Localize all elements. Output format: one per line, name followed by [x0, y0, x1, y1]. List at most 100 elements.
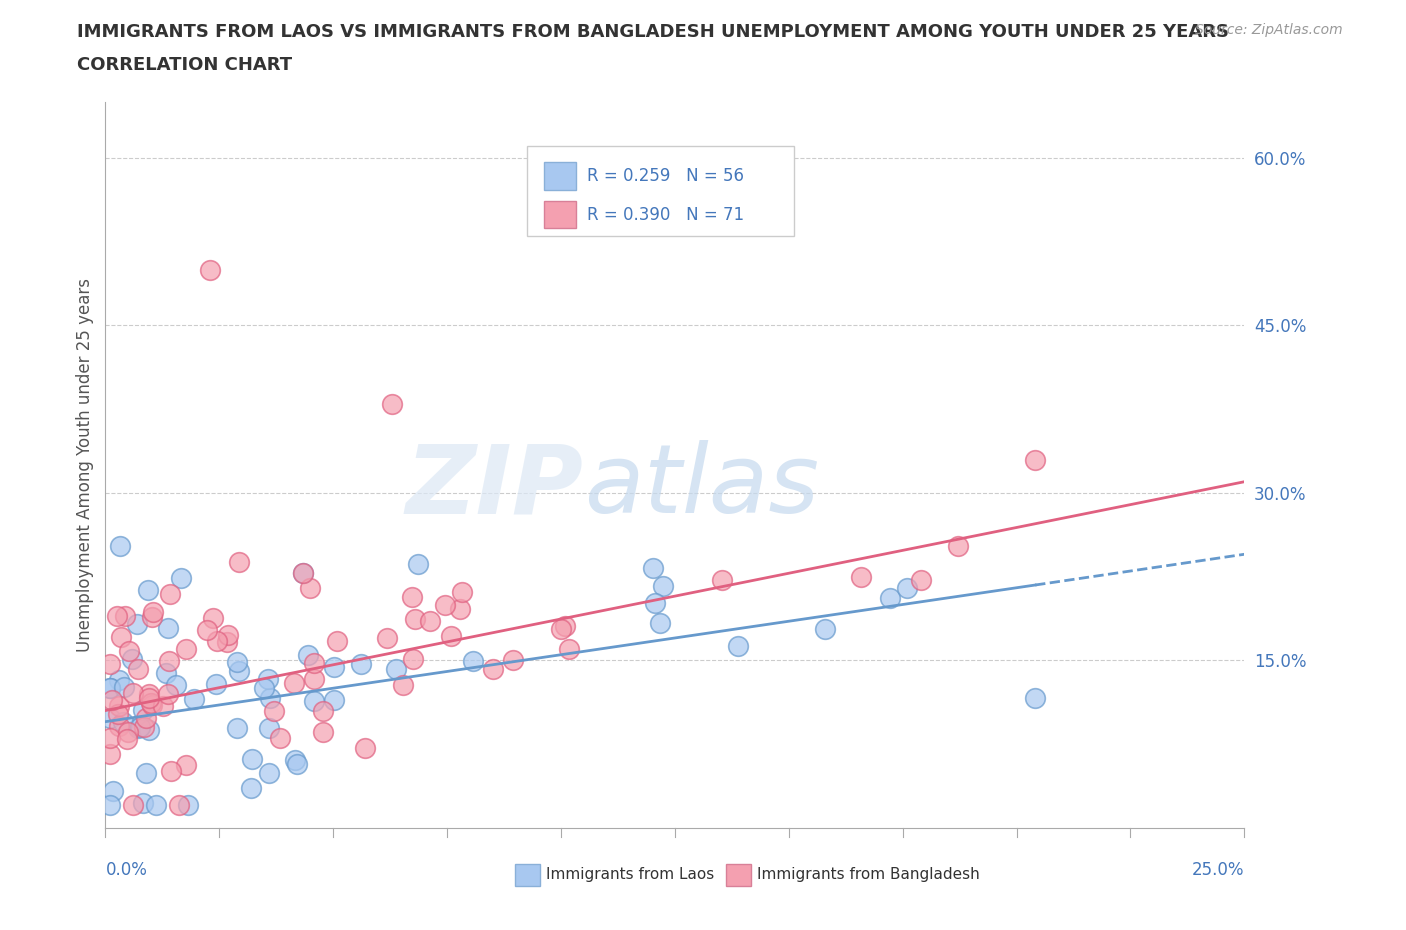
Point [159, 764, 181, 778]
Point [849, 569, 872, 584]
Point [450, 585, 472, 600]
Point [228, 555, 250, 570]
Point [240, 781, 263, 796]
Point [135, 711, 157, 725]
Point [127, 662, 149, 677]
Point [177, 798, 200, 813]
Point [449, 602, 471, 617]
Bar [516, 864, 540, 885]
Point [291, 565, 314, 580]
Point [156, 686, 179, 701]
Point [134, 720, 156, 735]
Point [98, 711, 121, 725]
Text: 0.0%: 0.0% [105, 861, 148, 879]
Point [125, 617, 148, 631]
Point [879, 591, 901, 605]
Text: ZIP: ZIP [406, 440, 583, 533]
Point [228, 663, 250, 678]
Point [406, 556, 429, 571]
Y-axis label: Unemployment Among Youth under 25 years: Unemployment Among Youth under 25 years [76, 278, 94, 652]
Text: Immigrants from Laos: Immigrants from Laos [546, 868, 714, 883]
Point [1024, 691, 1046, 706]
Point [256, 671, 278, 686]
Point [112, 680, 135, 695]
Point [402, 652, 425, 667]
Point [297, 647, 319, 662]
Point [910, 573, 932, 588]
Text: 25.0%: 25.0% [1192, 861, 1244, 879]
Point [138, 690, 160, 705]
Point [404, 612, 426, 627]
Point [217, 628, 239, 643]
Point [142, 604, 165, 619]
Point [349, 657, 371, 671]
Point [392, 678, 415, 693]
Point [311, 703, 333, 718]
Point [558, 642, 581, 657]
Point [896, 580, 918, 595]
Point [298, 580, 321, 595]
Point [98, 746, 121, 761]
Point [302, 656, 325, 671]
Point [354, 740, 377, 755]
Point [141, 696, 163, 711]
Point [108, 538, 131, 553]
Point [259, 765, 281, 780]
Point [284, 752, 307, 767]
Point [205, 633, 228, 648]
Point [650, 616, 672, 631]
Point [111, 715, 134, 730]
Point [100, 692, 122, 707]
Point [98, 681, 121, 696]
Point [259, 691, 281, 706]
Point [385, 661, 408, 676]
Point [105, 609, 128, 624]
Point [322, 693, 344, 708]
Point [205, 676, 228, 691]
Point [240, 751, 263, 766]
Point [550, 621, 572, 636]
Text: atlas: atlas [583, 440, 818, 533]
Point [107, 706, 129, 721]
Point [326, 633, 349, 648]
Point [98, 657, 121, 671]
Point [641, 560, 664, 575]
Point [141, 610, 163, 625]
Bar [544, 201, 576, 228]
Point [197, 623, 219, 638]
Bar [725, 864, 751, 885]
Point [156, 620, 179, 635]
Point [155, 666, 177, 681]
Point [138, 722, 160, 737]
Point [107, 698, 129, 713]
Point [302, 671, 325, 686]
Text: CORRELATION CHART: CORRELATION CHART [77, 56, 292, 73]
Point [135, 765, 157, 780]
Point [257, 721, 280, 736]
Point [118, 644, 141, 658]
Point [110, 630, 132, 644]
Point [127, 721, 149, 736]
Point [813, 622, 835, 637]
Point [103, 783, 125, 798]
Point [312, 724, 335, 739]
Point [167, 798, 190, 813]
Point [652, 578, 675, 593]
Point [129, 720, 152, 735]
Point [107, 672, 129, 687]
Point [157, 653, 180, 668]
Point [183, 691, 205, 706]
Point [263, 704, 285, 719]
Point [152, 698, 174, 713]
Point [252, 681, 274, 696]
Point [121, 798, 143, 813]
Point [287, 757, 309, 772]
Point [419, 613, 441, 628]
Point [122, 685, 145, 700]
Text: R = 0.259   N = 56: R = 0.259 N = 56 [588, 167, 744, 185]
Text: IMMIGRANTS FROM LAOS VS IMMIGRANTS FROM BANGLADESH UNEMPLOYMENT AMONG YOUTH UNDE: IMMIGRANTS FROM LAOS VS IMMIGRANTS FROM … [77, 23, 1229, 41]
Point [434, 597, 457, 612]
Point [200, 262, 222, 277]
Point [502, 652, 524, 667]
Point [377, 631, 399, 645]
